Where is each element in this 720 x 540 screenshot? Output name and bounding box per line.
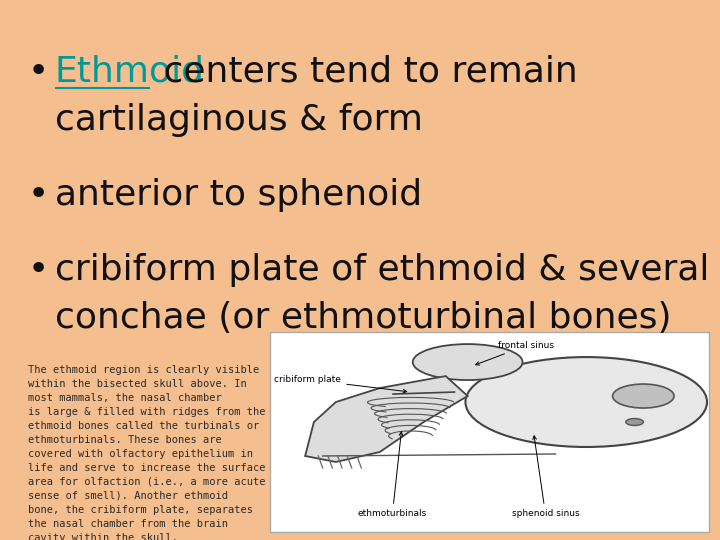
PathPatch shape bbox=[305, 376, 468, 462]
Text: •: • bbox=[28, 178, 49, 212]
Text: cribiform plate: cribiform plate bbox=[274, 375, 407, 393]
Ellipse shape bbox=[613, 384, 674, 408]
Text: •: • bbox=[28, 253, 49, 287]
Ellipse shape bbox=[626, 418, 644, 426]
Text: sphenoid sinus: sphenoid sinus bbox=[512, 436, 579, 518]
Text: Ethmoid: Ethmoid bbox=[55, 55, 205, 89]
Text: ethmoturbinals: ethmoturbinals bbox=[358, 432, 427, 518]
Bar bbox=[270, 332, 709, 532]
Ellipse shape bbox=[465, 357, 707, 447]
Text: conchae (or ethmoturbinal bones): conchae (or ethmoturbinal bones) bbox=[55, 301, 672, 335]
Ellipse shape bbox=[413, 344, 523, 380]
Text: centers tend to remain: centers tend to remain bbox=[152, 55, 577, 89]
Text: cribiform plate of ethmoid & several: cribiform plate of ethmoid & several bbox=[55, 253, 709, 287]
Text: The ethmoid region is clearly visible
within the bisected skull above. In
most m: The ethmoid region is clearly visible wi… bbox=[28, 365, 266, 540]
Text: anterior to sphenoid: anterior to sphenoid bbox=[55, 178, 422, 212]
Text: cartilaginous & form: cartilaginous & form bbox=[55, 103, 423, 137]
Text: frontal sinus: frontal sinus bbox=[476, 341, 554, 365]
Text: •: • bbox=[28, 55, 49, 89]
